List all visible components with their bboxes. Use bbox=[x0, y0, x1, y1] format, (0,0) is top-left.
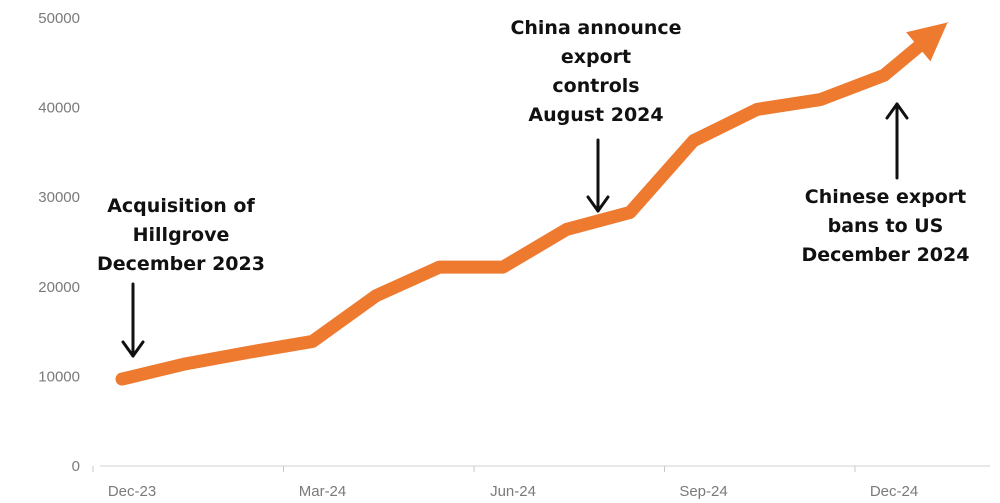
y-tick-label: 20000 bbox=[38, 279, 80, 296]
y-tick-label: 30000 bbox=[38, 189, 80, 206]
data-point bbox=[756, 108, 758, 110]
data-point bbox=[375, 295, 377, 297]
series-line bbox=[115, 21, 948, 386]
annotation-line: December 2023 bbox=[97, 253, 265, 275]
data-point bbox=[883, 74, 885, 76]
series-path bbox=[115, 28, 939, 386]
data-point bbox=[121, 378, 123, 380]
x-tick-label: Dec-24 bbox=[870, 483, 918, 500]
y-tick-label: 10000 bbox=[38, 368, 80, 385]
data-point bbox=[248, 351, 250, 353]
data-point bbox=[820, 99, 821, 101]
data-point bbox=[439, 266, 440, 268]
annotation-line: Acquisition of bbox=[107, 195, 255, 217]
x-tick-label: Dec-23 bbox=[108, 483, 156, 500]
annotation-acquisition: Acquisition of Hillgrove December 2023 bbox=[86, 192, 276, 279]
data-point bbox=[693, 140, 694, 142]
annotation-line: controls bbox=[552, 75, 640, 97]
annotation-export-controls: China announce export controls August 20… bbox=[496, 14, 696, 130]
data-point bbox=[566, 228, 567, 230]
annotation-line: Hillgrove bbox=[132, 224, 230, 246]
annotation-line: August 2024 bbox=[528, 104, 664, 126]
y-tick-label: 50000 bbox=[38, 10, 80, 27]
arrow-down-icon bbox=[121, 282, 145, 358]
annotation-export-bans: Chinese export bans to US December 2024 bbox=[788, 183, 983, 270]
data-point bbox=[185, 363, 186, 365]
x-tick-label: Mar-24 bbox=[299, 483, 347, 500]
annotation-line: December 2024 bbox=[801, 244, 970, 266]
x-tick-label: Sep-24 bbox=[679, 483, 727, 500]
data-point bbox=[947, 21, 948, 23]
data-point bbox=[502, 266, 504, 268]
data-point bbox=[312, 340, 313, 342]
y-axis: 0 10000 20000 30000 40000 50000 bbox=[38, 10, 80, 475]
annotation-line: Chinese export bbox=[804, 186, 967, 208]
annotation-line: export bbox=[560, 46, 632, 68]
x-axis: Dec-23 Mar-24 Jun-24 Sep-24 Dec-24 bbox=[92, 465, 990, 500]
series-arrowhead bbox=[906, 22, 948, 62]
y-tick-label: 0 bbox=[72, 458, 80, 475]
annotation-arrows bbox=[121, 102, 909, 358]
annotation-line: bans to US bbox=[827, 215, 944, 237]
annotation-line: China announce bbox=[510, 17, 682, 39]
arrow-down-icon bbox=[586, 138, 610, 213]
arrow-up-icon bbox=[885, 102, 909, 180]
data-point bbox=[629, 211, 631, 213]
y-tick-label: 40000 bbox=[38, 100, 80, 117]
x-tick-label: Jun-24 bbox=[490, 483, 536, 500]
